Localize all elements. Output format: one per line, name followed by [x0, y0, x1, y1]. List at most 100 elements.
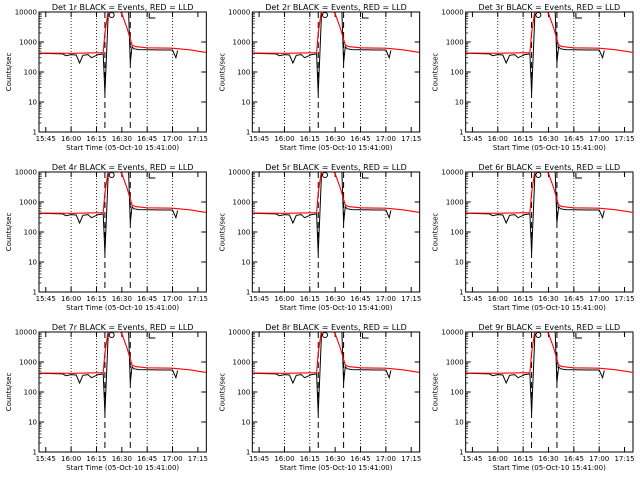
events-series-line [465, 172, 605, 254]
y-axis-label: Counts/sec [432, 53, 440, 92]
plot-frame [251, 331, 421, 453]
x-axis-label: Start Time (05-Oct-10 15:41:00) [66, 144, 179, 152]
y-axis-label: Counts/sec [432, 213, 440, 252]
x-tick-label: 16:30 [325, 455, 345, 463]
y-tick-label: 10 [241, 99, 250, 107]
x-tick-label: 17:15 [401, 455, 421, 463]
x-tick-label: 16:15 [513, 295, 533, 303]
panel-title: Det 5r BLACK = Events, RED = LLD [265, 163, 407, 172]
marker-bracket [575, 333, 582, 339]
x-axis-label: Start Time (05-Oct-10 15:41:00) [280, 144, 393, 152]
x-tick-label: 15:45 [462, 295, 482, 303]
x-tick-label: 16:45 [350, 135, 370, 143]
y-tick-label: 1 [246, 129, 250, 137]
y-tick-label: 10 [455, 259, 464, 267]
detector-panel: Det 3r BLACK = Events, RED = LLD 1 10 100 10… [432, 3, 635, 152]
y-tick-label: 1000 [19, 359, 37, 367]
y-tick-label: 1000 [446, 359, 464, 367]
marker-bracket [148, 333, 156, 339]
panel-title: Det 4r BLACK = Events, RED = LLD [52, 163, 194, 172]
events-series-line [252, 332, 392, 414]
y-tick-label: 10000 [15, 169, 37, 177]
x-tick-label: 16:30 [325, 295, 345, 303]
y-tick-label: 10000 [15, 9, 37, 17]
y-tick-label: 100 [24, 69, 37, 77]
y-tick-label: 100 [450, 229, 463, 237]
y-tick-label: 100 [237, 389, 250, 397]
x-axis-label: Start Time (05-Oct-10 15:41:00) [280, 304, 393, 312]
x-tick-label: 16:15 [300, 135, 320, 143]
marker-circle [108, 172, 115, 178]
x-tick-label: 15:45 [462, 135, 482, 143]
y-tick-label: 1000 [233, 359, 251, 367]
y-tick-label: 1000 [446, 39, 464, 47]
events-series-line [39, 172, 179, 254]
x-tick-label: 16:45 [137, 135, 157, 143]
lld-series-line [465, 12, 633, 54]
plot-frame [251, 171, 421, 293]
x-tick-label: 16:30 [538, 135, 558, 143]
y-tick-label: 1 [459, 449, 463, 457]
x-tick-label: 17:15 [188, 295, 208, 303]
x-axis-label: Start Time (05-Oct-10 15:41:00) [280, 464, 393, 472]
plot-frame [38, 171, 207, 293]
x-axis-label: Start Time (05-Oct-10 15:41:00) [493, 464, 606, 472]
x-tick-label: 17:00 [162, 135, 182, 143]
detector-panel: Det 8r BLACK = Events, RED = LLD 1 10 100 10… [218, 323, 421, 472]
lld-series-line [465, 172, 633, 214]
x-tick-label: 16:30 [112, 455, 132, 463]
x-tick-label: 16:45 [137, 455, 157, 463]
marker-bracket [148, 13, 156, 19]
x-tick-label: 16:15 [86, 135, 106, 143]
y-tick-label: 100 [450, 69, 463, 77]
y-axis-label: Counts/sec [5, 213, 13, 252]
detector-panel: Det 7r BLACK = Events, RED = LLD 1 10 100 10… [5, 323, 208, 472]
events-series-line [465, 12, 605, 94]
x-tick-label: 17:00 [162, 295, 182, 303]
panel-title: Det 1r BLACK = Events, RED = LLD [52, 3, 194, 12]
y-tick-label: 10000 [228, 9, 250, 17]
x-axis-label: Start Time (05-Oct-10 15:41:00) [493, 304, 606, 312]
x-tick-label: 15:45 [249, 295, 269, 303]
x-tick-label: 17:00 [162, 455, 182, 463]
x-tick-label: 16:30 [112, 295, 132, 303]
x-tick-label: 15:45 [36, 455, 56, 463]
x-tick-label: 16:45 [564, 295, 584, 303]
y-tick-label: 1 [33, 129, 37, 137]
y-tick-label: 1000 [233, 39, 251, 47]
marker-bracket [362, 13, 369, 19]
plot-frame [38, 331, 207, 453]
y-axis-label: Counts/sec [5, 373, 13, 412]
y-tick-label: 1 [33, 449, 37, 457]
x-tick-label: 17:00 [376, 295, 396, 303]
lld-series-line [252, 332, 420, 374]
x-tick-label: 15:45 [462, 455, 482, 463]
y-tick-label: 10 [28, 99, 37, 107]
x-tick-label: 16:45 [350, 295, 370, 303]
marker-circle [535, 12, 542, 18]
y-tick-label: 10 [241, 259, 250, 267]
y-tick-label: 10 [28, 419, 37, 427]
events-series-line [39, 332, 179, 414]
marker-bracket [148, 173, 156, 179]
marker-circle [108, 332, 115, 338]
detector-panel: Det 2r BLACK = Events, RED = LLD 1 10 100 10… [218, 3, 421, 152]
y-tick-label: 100 [24, 389, 37, 397]
y-tick-label: 10000 [228, 329, 250, 337]
lld-series-line [465, 332, 633, 374]
marker-circle [322, 332, 329, 338]
marker-bracket [362, 173, 369, 179]
x-tick-label: 16:00 [61, 135, 81, 143]
x-tick-label: 17:15 [188, 135, 208, 143]
panel-title: Det 7r BLACK = Events, RED = LLD [52, 323, 194, 332]
detector-panel: Det 5r BLACK = Events, RED = LLD 1 10 100 10… [218, 163, 421, 312]
x-tick-label: 16:00 [274, 135, 294, 143]
x-tick-label: 16:15 [86, 295, 106, 303]
panel-title: Det 9r BLACK = Events, RED = LLD [479, 323, 621, 332]
y-tick-label: 100 [24, 229, 37, 237]
marker-bracket [575, 13, 582, 19]
y-axis-label: Counts/sec [432, 373, 440, 412]
marker-circle [322, 12, 329, 18]
marker-circle [108, 12, 115, 18]
x-tick-label: 17:15 [401, 295, 421, 303]
